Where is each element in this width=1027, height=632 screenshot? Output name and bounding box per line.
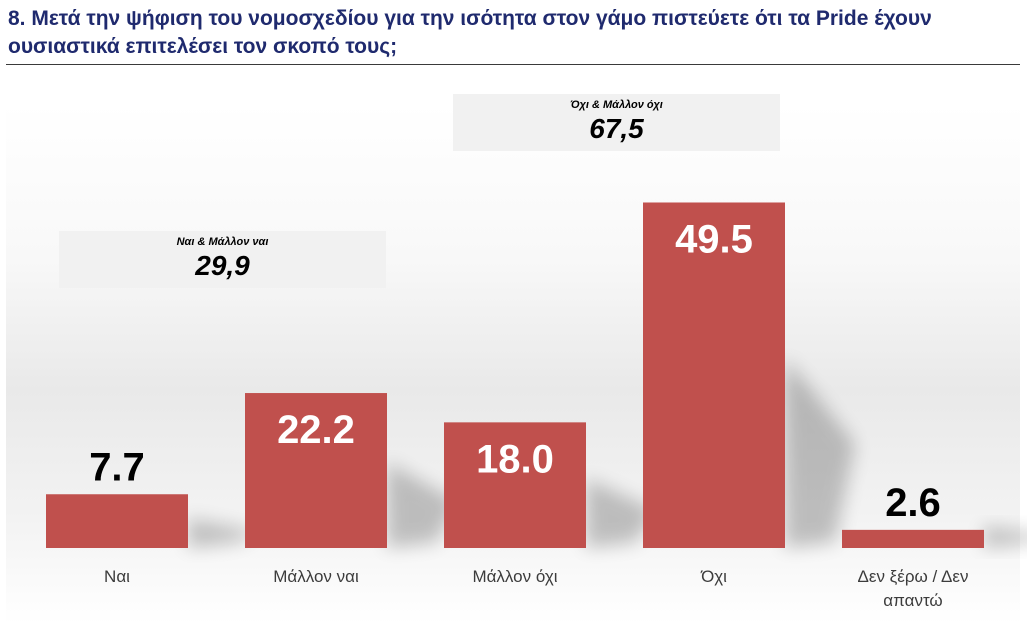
callout-yes-label: Ναι & Μάλλον ναι: [176, 236, 269, 248]
title-divider: [6, 64, 1020, 65]
bar-value-label: 2.6: [885, 481, 941, 525]
callout-yes-value: 29,9: [195, 250, 250, 281]
bar-shadow: [586, 478, 656, 548]
category-label: Μάλλον όχι: [472, 567, 557, 586]
callout-no-value: 67,5: [589, 113, 644, 144]
category-label: Μάλλον ναι: [273, 567, 359, 586]
category-labels: Ναι Μάλλον ναι Μάλλον όχι Όχι Δεν ξέρω / Δεν…: [104, 567, 968, 610]
bar: [245, 393, 387, 548]
bar: [444, 422, 586, 548]
chart-title: 8. Μετά την ψήφιση του νομοσχεδίου για τ…: [8, 7, 932, 58]
callout-yes-total: Ναι & Μάλλον ναι 29,9: [59, 231, 386, 288]
bar-shadow: [785, 357, 855, 548]
bar-value-label: 7.7: [89, 445, 145, 489]
callout-no-label: Όχι & Μάλλον όχι: [570, 99, 663, 111]
bar-shadow: [188, 518, 258, 548]
bar-shadow: [387, 462, 457, 548]
category-label: Όχι: [700, 567, 727, 586]
bar-value-label: 49.5: [675, 217, 753, 261]
bar: [842, 529, 984, 548]
bar-shadows: [188, 357, 1027, 548]
bar: [643, 202, 785, 549]
callout-no-total: Όχι & Μάλλον όχι 67,5: [453, 94, 780, 151]
bar: [46, 494, 188, 548]
bars: [46, 202, 984, 549]
category-label: Δεν ξέρω / Δεν απαντώ: [858, 567, 969, 610]
bar-shadow: [984, 526, 1027, 548]
bar-value-label: 18.0: [476, 437, 554, 481]
value-labels: 7.7 22.2 18.0 49.5 2.6: [89, 217, 941, 524]
category-label: Ναι: [104, 567, 130, 586]
bar-value-label: 22.2: [277, 408, 355, 452]
